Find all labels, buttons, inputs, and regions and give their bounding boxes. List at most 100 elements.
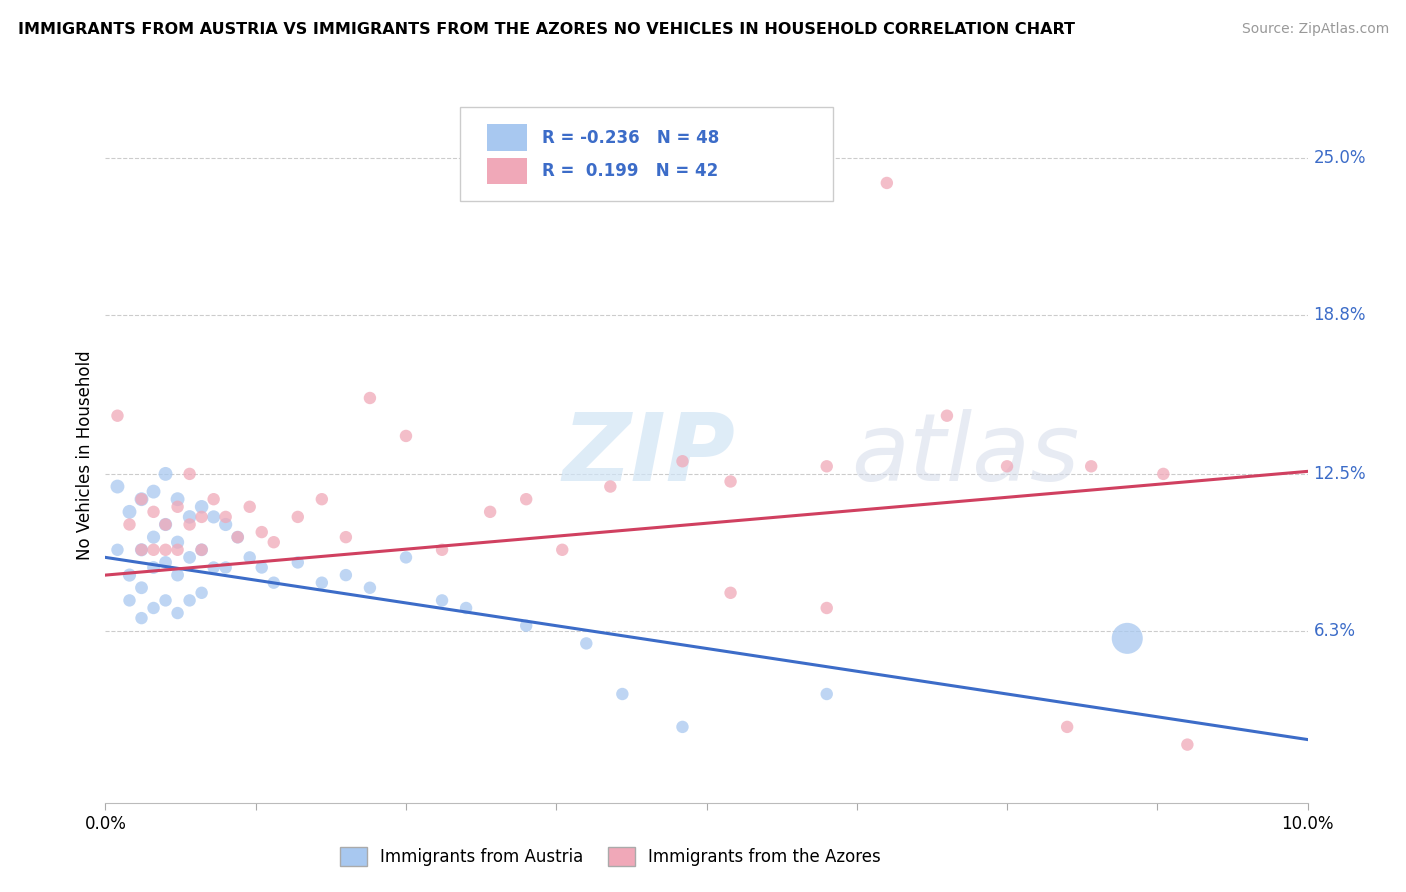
Point <box>214 517 236 532</box>
Point <box>1175 738 1198 752</box>
Point <box>179 550 201 565</box>
Text: 25.0%: 25.0% <box>1313 149 1367 167</box>
Point <box>142 505 165 519</box>
Point <box>551 542 574 557</box>
Point <box>142 601 165 615</box>
Point <box>214 509 236 524</box>
Point <box>995 459 1018 474</box>
Point <box>239 550 262 565</box>
Point <box>107 479 129 493</box>
Point <box>155 593 177 607</box>
Point <box>179 517 201 532</box>
Point <box>155 517 177 532</box>
Point <box>250 525 273 540</box>
Point <box>202 560 225 574</box>
Point <box>226 530 249 544</box>
Point <box>335 568 357 582</box>
Point <box>287 509 309 524</box>
Point <box>107 542 129 557</box>
Point <box>190 586 212 600</box>
Point <box>155 542 177 557</box>
Point <box>1056 720 1078 734</box>
Point <box>179 467 201 481</box>
Point <box>166 568 188 582</box>
Point <box>190 542 212 557</box>
Point <box>166 535 188 549</box>
Point <box>311 492 333 507</box>
FancyBboxPatch shape <box>486 158 527 185</box>
Point <box>190 500 212 514</box>
Point <box>1080 459 1102 474</box>
Point <box>131 492 153 507</box>
Point <box>202 492 225 507</box>
Point <box>287 556 309 570</box>
Point <box>430 593 453 607</box>
Point <box>202 509 225 524</box>
Point <box>1152 467 1174 481</box>
Text: IMMIGRANTS FROM AUSTRIA VS IMMIGRANTS FROM THE AZORES NO VEHICLES IN HOUSEHOLD C: IMMIGRANTS FROM AUSTRIA VS IMMIGRANTS FR… <box>18 22 1076 37</box>
Point <box>142 530 165 544</box>
Point <box>190 509 212 524</box>
Point <box>815 601 838 615</box>
Point <box>311 575 333 590</box>
Point <box>131 542 153 557</box>
Point <box>107 409 129 423</box>
Point <box>226 530 249 544</box>
Text: 6.3%: 6.3% <box>1313 622 1355 640</box>
Point <box>155 556 177 570</box>
Point <box>876 176 898 190</box>
Point <box>671 454 693 468</box>
Point <box>166 542 188 557</box>
Point <box>815 687 838 701</box>
Point <box>118 505 141 519</box>
Y-axis label: No Vehicles in Household: No Vehicles in Household <box>76 350 94 560</box>
Point <box>166 500 188 514</box>
Text: ZIP: ZIP <box>562 409 735 501</box>
Point <box>479 505 502 519</box>
Point <box>720 475 742 489</box>
Point <box>155 517 177 532</box>
Point <box>335 530 357 544</box>
FancyBboxPatch shape <box>486 124 527 151</box>
Point <box>142 560 165 574</box>
Point <box>263 535 285 549</box>
Text: 18.8%: 18.8% <box>1313 305 1367 324</box>
Point <box>142 484 165 499</box>
Point <box>612 687 634 701</box>
Point <box>214 560 236 574</box>
Point <box>720 586 742 600</box>
Point <box>131 611 153 625</box>
Point <box>118 517 141 532</box>
Point <box>359 581 381 595</box>
Point <box>936 409 959 423</box>
Point <box>671 720 693 734</box>
Point <box>575 636 598 650</box>
Point <box>263 575 285 590</box>
Point <box>359 391 381 405</box>
Point <box>179 593 201 607</box>
Text: atlas: atlas <box>851 409 1078 500</box>
Point <box>395 429 418 443</box>
Point <box>142 542 165 557</box>
Point <box>430 542 453 557</box>
Point <box>599 479 621 493</box>
Point <box>239 500 262 514</box>
Text: R = -0.236   N = 48: R = -0.236 N = 48 <box>541 128 718 146</box>
Point <box>131 492 153 507</box>
Point <box>179 509 201 524</box>
Text: R =  0.199   N = 42: R = 0.199 N = 42 <box>541 162 718 180</box>
Point <box>454 601 477 615</box>
Point <box>515 618 537 632</box>
Text: 12.5%: 12.5% <box>1313 465 1367 483</box>
Text: Source: ZipAtlas.com: Source: ZipAtlas.com <box>1241 22 1389 37</box>
Point <box>515 492 537 507</box>
Point <box>131 581 153 595</box>
Point <box>118 568 141 582</box>
Point <box>1116 632 1139 646</box>
Point <box>815 459 838 474</box>
Point <box>250 560 273 574</box>
Point <box>166 492 188 507</box>
FancyBboxPatch shape <box>460 107 832 201</box>
Point <box>166 606 188 620</box>
Point <box>131 542 153 557</box>
